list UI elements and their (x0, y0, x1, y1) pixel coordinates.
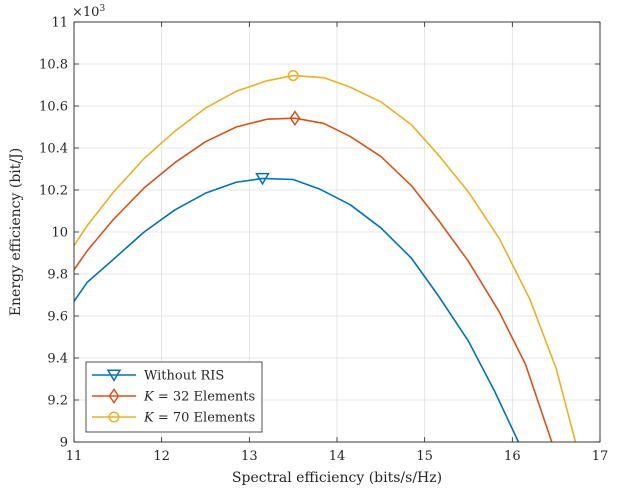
y-exponent-base: ×10 (72, 5, 99, 20)
series-marker-2 (289, 110, 301, 127)
x-tick-label: 16 (504, 449, 521, 464)
y-tick-label: 10 (51, 226, 68, 241)
y-tick-label: 9 (60, 436, 68, 451)
series-line-3 (74, 74, 577, 442)
legend-marker-1 (106, 369, 122, 382)
legend: Without RIS K = 32 Elements K = 70 Element… (85, 361, 263, 433)
series-marker-3 (287, 70, 299, 82)
y-tick-label: 9.8 (47, 268, 68, 283)
series-marker-1 (255, 172, 270, 186)
y-tick-label: 9.6 (47, 310, 68, 325)
y-tick-label: 11 (51, 16, 68, 31)
series-line-2 (74, 117, 553, 442)
legend-box (85, 361, 263, 433)
legend-label-3: K = 70 Elements (143, 411, 255, 426)
y-axis-label: Energy efficiency (bit/J) (8, 148, 24, 316)
legend-label-1: Without RIS (144, 369, 224, 384)
x-tick-label: 11 (66, 449, 83, 464)
x-tick-label: 17 (592, 449, 609, 464)
y-exponent-label: ×103 (72, 4, 105, 20)
y-tick-label: 10.6 (39, 100, 68, 115)
ticks: 11 12 13 14 15 16 17 9 9.2 9.4 9.6 9.8 10 10.2 10.4 10.… (39, 16, 608, 465)
series-line-1 (74, 177, 520, 442)
y-exponent-power: 3 (99, 4, 105, 14)
x-tick-label: 15 (416, 449, 433, 464)
legend-marker-2 (108, 388, 120, 404)
y-tick-label: 10.4 (39, 142, 68, 157)
y-tick-label: 9.4 (47, 352, 68, 367)
legend-label-2: K = 32 Elements (143, 390, 255, 405)
y-tick-label: 10.2 (39, 184, 68, 199)
y-tick-label: 9.2 (47, 394, 68, 409)
y-tick-label: 10.8 (39, 58, 68, 73)
x-tick-label: 12 (153, 449, 170, 464)
x-axis-label: Spectral efficiency (bits/s/Hz) (232, 470, 442, 486)
x-tick-label: 13 (241, 449, 258, 464)
series-layer (74, 70, 577, 442)
x-tick-label: 14 (329, 449, 346, 464)
legend-marker-3 (108, 411, 120, 423)
